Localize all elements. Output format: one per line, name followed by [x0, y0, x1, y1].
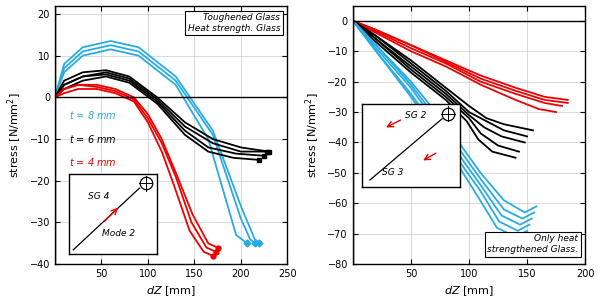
- Y-axis label: stress [N/mm$^2$]: stress [N/mm$^2$]: [304, 92, 322, 178]
- Text: $t$ = 6 mm: $t$ = 6 mm: [69, 133, 116, 145]
- X-axis label: $dZ$ [mm]: $dZ$ [mm]: [444, 285, 494, 299]
- Text: Toughened Glass
Heat strength. Glass: Toughened Glass Heat strength. Glass: [188, 13, 280, 33]
- Text: $t$ = 4 mm: $t$ = 4 mm: [69, 156, 116, 168]
- Y-axis label: stress [N/mm$^2$]: stress [N/mm$^2$]: [5, 92, 24, 178]
- X-axis label: $dZ$ [mm]: $dZ$ [mm]: [146, 285, 196, 299]
- Text: $t$ = 8 mm: $t$ = 8 mm: [69, 109, 116, 121]
- Text: Only heat
strengthened Glass.: Only heat strengthened Glass.: [487, 234, 578, 254]
